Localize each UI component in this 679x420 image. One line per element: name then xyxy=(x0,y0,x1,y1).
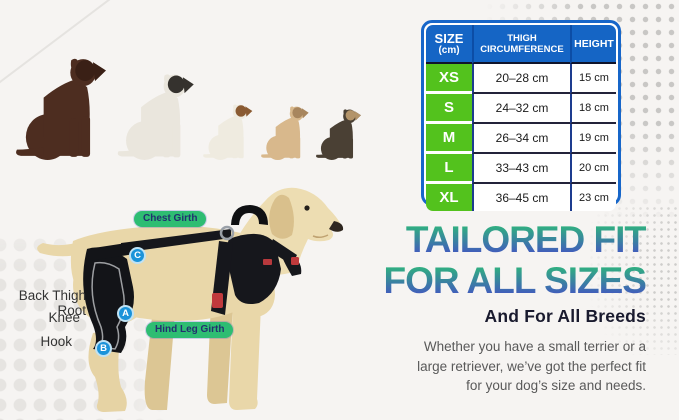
coat-patch xyxy=(291,107,303,119)
headline-line1: TAILORED FIT xyxy=(384,219,647,260)
thigh-cell: 36–45 cm xyxy=(472,184,570,211)
headline-line2: FOR ALL SIZES xyxy=(383,260,647,301)
height-cell: 18 cm xyxy=(570,94,616,124)
dog-silhouette-yorkshire-terrier xyxy=(315,109,361,160)
description-text: Whether you have a small terrier or a la… xyxy=(417,339,646,393)
marker-c: C xyxy=(129,247,146,264)
hind-leg-girth-badge: Hind Leg Girth xyxy=(146,322,234,338)
size-chart: SIZE (cm) THIGH CIRCUMFERENCE HEIGHT XS 2… xyxy=(421,20,621,211)
ear xyxy=(269,194,294,239)
dog-size-lineup xyxy=(14,47,366,160)
d-ring xyxy=(219,225,235,241)
collar-buckle xyxy=(291,257,299,265)
thigh-column-header: THIGH CIRCUMFERENCE xyxy=(472,25,570,64)
size-table-body: XS 20–28 cm 15 cm S 24–32 cm 18 cm M 26–34 cm 19… xyxy=(426,64,616,211)
size-cell: M xyxy=(426,124,472,154)
eye xyxy=(304,205,310,211)
chest-girth-badge: Chest Girth xyxy=(134,211,207,227)
subheadline: And For All Breeds xyxy=(484,306,646,326)
nose xyxy=(329,221,344,232)
coat-patch xyxy=(235,105,247,117)
height-cell: 20 cm xyxy=(570,154,616,184)
table-row: M 26–34 cm 19 cm xyxy=(426,124,616,154)
dog-silhouette-french-bulldog xyxy=(260,106,309,160)
coat-patch xyxy=(75,60,96,81)
table-header-row: SIZE (cm) THIGH CIRCUMFERENCE HEIGHT xyxy=(426,25,616,64)
table-row: XL 36–45 cm 23 cm xyxy=(426,184,616,211)
thigh-cell: 24–32 cm xyxy=(472,94,570,124)
hook-label: Hook xyxy=(40,334,72,349)
size-table: SIZE (cm) THIGH CIRCUMFERENCE HEIGHT XS 2… xyxy=(426,25,616,211)
thigh-cell: 26–34 cm xyxy=(472,124,570,154)
thigh-cell: 33–43 cm xyxy=(472,154,570,184)
coat-patch xyxy=(167,75,185,94)
size-cell: L xyxy=(426,154,472,184)
coat-patch xyxy=(345,110,356,121)
marker-a: A xyxy=(117,305,134,322)
size-cell: XS xyxy=(426,64,472,94)
size-cell: XL xyxy=(426,184,472,211)
harness-logo-patch xyxy=(263,259,272,265)
harness-handle xyxy=(231,205,268,225)
height-cell: 15 cm xyxy=(570,64,616,94)
marker-b: B xyxy=(95,340,112,357)
table-row: XS 20–28 cm 15 cm xyxy=(426,64,616,94)
size-cell: S xyxy=(426,94,472,124)
size-header-unit: (cm) xyxy=(438,44,460,56)
size-column-header: SIZE (cm) xyxy=(426,25,472,64)
dog-silhouette-jack-russell-terrier xyxy=(203,104,253,160)
height-column-header: HEIGHT xyxy=(570,25,616,64)
knee-label: Knee xyxy=(48,310,80,325)
dog-silhouette-bull-terrier xyxy=(117,74,194,160)
buckle-red xyxy=(212,293,223,308)
height-cell: 23 cm xyxy=(570,184,616,211)
height-cell: 19 cm xyxy=(570,124,616,154)
size-header-label: SIZE xyxy=(434,30,464,46)
dog-silhouette-german-shorthaired-pointer xyxy=(16,58,106,160)
thigh-cell: 20–28 cm xyxy=(472,64,570,94)
table-row: S 24–32 cm 18 cm xyxy=(426,94,616,124)
table-row: L 33–43 cm 20 cm xyxy=(426,154,616,184)
headline: TAILORED FIT FOR ALL SIZES xyxy=(383,219,647,301)
